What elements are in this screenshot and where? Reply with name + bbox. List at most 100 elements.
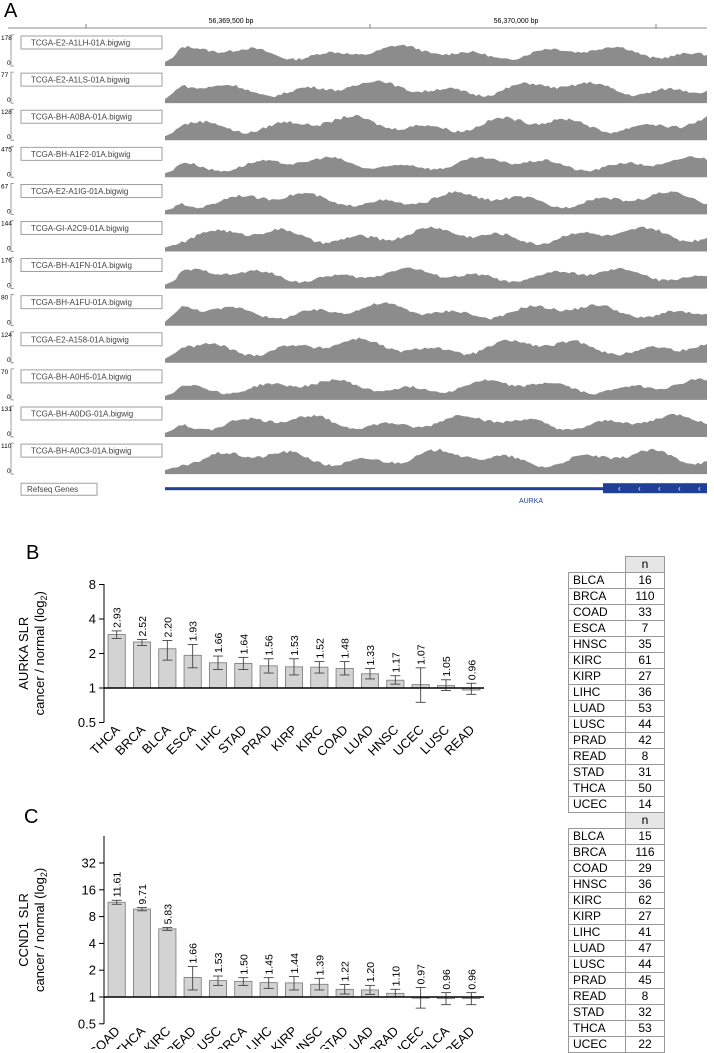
value-label: 1.07: [416, 644, 428, 665]
y-tick-label: 1: [89, 681, 96, 696]
track-min-label: 0: [7, 97, 11, 104]
strand-arrow: ‹: [698, 484, 701, 493]
y-label-subscript: 2: [39, 872, 49, 877]
track-name-box: [20, 72, 163, 87]
track-name: TCGA-E2-A1IG-01A.bigwig: [31, 187, 128, 196]
y-tick-label: 32: [82, 856, 96, 871]
bar: [107, 634, 126, 689]
table-row: PRAD 45: [568, 972, 665, 989]
table-row: LIHC 36: [568, 684, 665, 701]
sample-count-cell: 116: [625, 844, 665, 861]
coverage-area: [165, 156, 707, 178]
track-scale-bracket: [10, 405, 14, 438]
cancer-type-cell: THCA: [568, 780, 626, 797]
sample-count-cell: 35: [625, 636, 665, 653]
bar: [132, 908, 152, 998]
sample-count-cell: 62: [625, 892, 665, 909]
track: 67 0 TCGA-E2-A1IG-01A.bigwig: [1, 183, 707, 215]
value-label: 11.61: [112, 872, 124, 898]
cancer-type-cell: LUAD: [568, 700, 626, 717]
track-name: TCGA-E2-A1LH-01A.bigwig: [31, 39, 130, 48]
y-label-line2: cancer / normal (log2): [32, 868, 49, 992]
cancer-type-cell: BLCA: [568, 572, 626, 589]
track-name: TCGA-BH-A0BA-01A.bigwig: [31, 113, 132, 122]
coverage-area: [165, 80, 707, 104]
track: 475 0 TCGA-BH-A1F2-01A.bigwig: [1, 145, 707, 178]
sample-count-cell: 32: [625, 1004, 665, 1021]
cancer-type-cell: ESCA: [568, 620, 626, 637]
ruler-label: 56,370,000 bp: [494, 18, 539, 25]
table-row: LUAD 47: [568, 940, 665, 957]
table-row: HNSC 36: [568, 876, 665, 893]
panel-b-sample-table: n BLCA 16 BRCA 110 COAD 33 ESCA 7 HNSC 35 KIRC 61 KI…: [568, 556, 665, 813]
sample-count-cell: 31: [625, 764, 665, 781]
table-row: STAD 31: [568, 764, 665, 781]
value-label: 0.96: [466, 660, 478, 681]
table-row: THCA 53: [568, 1020, 665, 1037]
coverage-area: [165, 448, 707, 475]
x-tick-label: ESCA: [163, 722, 199, 758]
sample-count-cell: 14: [625, 796, 665, 813]
track-min-label: 0: [7, 171, 11, 178]
track: 178 0 TCGA-E2-A1LH-01A.bigwig: [1, 34, 707, 67]
sample-count-cell: 36: [625, 876, 665, 893]
bar: [107, 901, 126, 998]
track-min-label: 0: [7, 283, 11, 290]
sample-count-cell: 15: [625, 828, 665, 845]
cancer-type-cell: PRAD: [568, 732, 626, 749]
cancer-type-cell: HNSC: [568, 636, 626, 653]
sample-count-cell: 29: [625, 860, 665, 877]
sample-count-cell: 53: [625, 1020, 665, 1037]
track-scale-bracket: [10, 108, 14, 141]
track-name: TCGA-BH-A1FU-01A.bigwig: [31, 298, 132, 307]
track: 124 0 TCGA-E2-A158-01A.bigwig: [1, 331, 707, 364]
value-label: 1.53: [289, 635, 301, 656]
cancer-type-cell: HNSC: [568, 876, 626, 893]
sample-count-cell: 8: [625, 988, 665, 1005]
table-row: PRAD 42: [568, 732, 665, 749]
cancer-type-cell: READ: [568, 748, 626, 765]
table-row: HNSC 35: [568, 636, 665, 653]
panel-c-sample-table: n BLCA 15 BRCA 116 COAD 29 HNSC 36 KIRC 62 KIRP 27 L…: [568, 812, 665, 1053]
track-name: TCGA-E2-A1LS-01A.bigwig: [31, 76, 130, 85]
cancer-type-cell: THCA: [568, 1020, 626, 1037]
y-tick-label: 2: [89, 963, 96, 978]
track-scale-bracket: [10, 294, 14, 327]
track-name-box: [20, 221, 163, 235]
cancer-type-cell: BLCA: [568, 828, 626, 845]
value-label: 5.83: [162, 904, 174, 925]
track-max-label: 110: [1, 443, 12, 450]
panel-c-letter: C: [24, 806, 39, 828]
y-tick-label: 0.5: [78, 715, 96, 730]
cancer-type-cell: BRCA: [568, 588, 626, 605]
track-name: TCGA-BH-A0H5-01A.bigwig: [31, 372, 131, 381]
track-scale-bracket: [10, 145, 14, 178]
coverage-area: [165, 114, 707, 141]
track-name-box: [20, 35, 163, 50]
track-name-box: [20, 295, 163, 310]
track-max-label: 128: [1, 109, 12, 116]
panel-a-genome-browser: 56,369,500 bp 56,370,000 bp 178 0 TCGA-E2-A1…: [1, 18, 707, 505]
coverage-area: [165, 267, 707, 289]
n-header: n: [625, 556, 665, 573]
track: 110 0 TCGA-BH-A0C3-01A.bigwig: [1, 442, 707, 475]
table-row: BRCA 110: [568, 588, 665, 605]
value-label: 1.56: [264, 635, 276, 656]
track-name: TCGA-BH-A0DG-01A.bigwig: [31, 410, 133, 419]
track-name-box: [20, 183, 163, 198]
sample-count-cell: 44: [625, 956, 665, 973]
bar: [132, 641, 152, 689]
panel-c-ccnd1-chart: 0.5 1 2 4 8 16 32 CCND1 SLR cancer / normal (log…: [16, 836, 484, 1049]
value-label: 0.96: [441, 969, 453, 990]
table-row: UCEC 14: [568, 796, 665, 813]
table-row: BRCA 116: [568, 844, 665, 861]
track-max-label: 124: [1, 332, 12, 339]
value-label: 1.66: [213, 632, 225, 653]
track: 77 0 TCGA-E2-A1LS-01A.bigwig: [1, 71, 707, 104]
sample-count-cell: 36: [625, 684, 665, 701]
gene-line: [165, 487, 707, 491]
track: 70 0 TCGA-BH-A0H5-01A.bigwig: [1, 368, 707, 401]
value-label: 1.44: [289, 953, 301, 974]
cancer-type-cell: LIHC: [568, 684, 626, 701]
